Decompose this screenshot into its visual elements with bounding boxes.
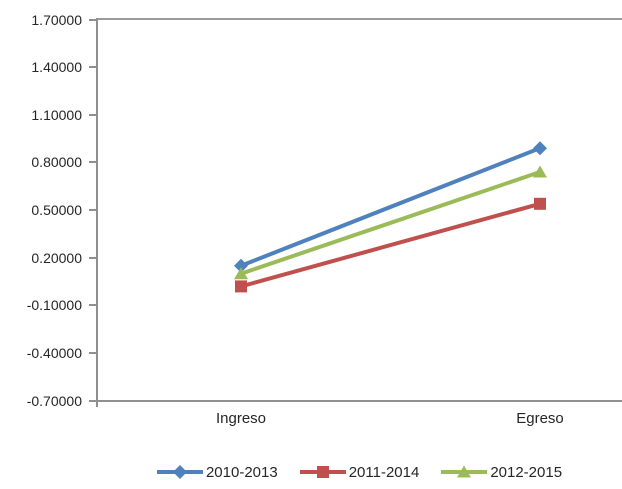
square-marker-icon (316, 466, 329, 478)
square-marker-icon (235, 280, 247, 293)
legend-label: 2010-2013 (205, 463, 278, 481)
y-tick-label: 1.10000 (31, 106, 82, 123)
series-line (240, 170, 541, 276)
legend-square-marker-icon (299, 466, 346, 478)
diamond-marker-icon (172, 465, 187, 479)
y-tick-label: 1.70000 (31, 11, 82, 28)
x-category-label: Egreso (516, 410, 564, 427)
y-tick-mark (89, 304, 96, 307)
y-tick-mark (89, 18, 96, 21)
triangle-marker-icon (533, 165, 547, 178)
legend-label: 2012-2015 (490, 463, 563, 481)
triangle-marker-icon (457, 465, 472, 478)
plot-top-border (96, 18, 622, 20)
y-tick-mark (89, 399, 96, 402)
series-line (240, 201, 541, 289)
series-line (240, 146, 541, 268)
y-tick-label: -0.10000 (26, 297, 82, 314)
legend-item: 2012-2015 (441, 464, 562, 481)
y-tick-mark (89, 113, 96, 116)
triangle-marker-icon (234, 267, 248, 280)
y-tick-label: 1.40000 (31, 59, 82, 76)
x-axis-tick (96, 402, 98, 407)
x-axis (90, 400, 622, 402)
diamond-marker-icon (234, 258, 248, 273)
x-category-label: Ingreso (215, 410, 267, 427)
chart-legend: 2010-2013 2011-2014 2012-2015 (97, 458, 622, 486)
diamond-marker-icon (533, 141, 547, 156)
y-tick-label: 0.50000 (31, 202, 82, 219)
y-tick-mark (89, 256, 96, 259)
y-tick-mark (89, 161, 96, 164)
legend-label: 2011-2014 (348, 463, 420, 481)
y-tick-mark (89, 352, 96, 355)
y-tick-mark (89, 209, 96, 212)
legend-triangle-marker-icon (441, 465, 488, 478)
y-tick-label: -0.70000 (26, 392, 82, 409)
y-tick-label: 0.80000 (31, 154, 82, 171)
legend-diamond-marker-icon (156, 465, 203, 479)
y-tick-mark (89, 66, 96, 69)
legend-item: 2011-2014 (299, 463, 420, 481)
y-axis (96, 18, 98, 402)
y-tick-label: -0.40000 (26, 345, 82, 362)
square-marker-icon (534, 197, 546, 210)
legend-item: 2010-2013 (156, 463, 278, 481)
plot-series-layer (234, 141, 547, 293)
y-tick-label: 0.20000 (31, 249, 82, 266)
